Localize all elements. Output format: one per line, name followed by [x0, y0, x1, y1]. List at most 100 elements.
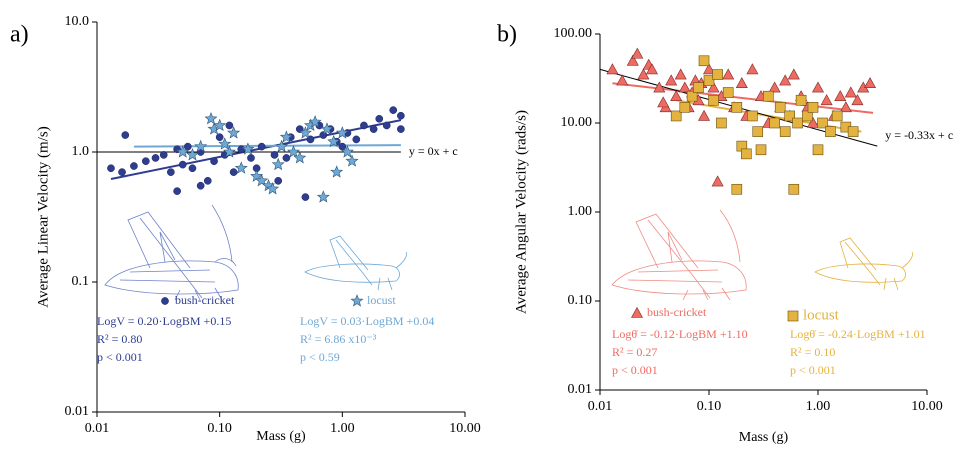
point: [768, 81, 781, 93]
y-tick-label: 1.00: [568, 204, 593, 219]
point: [151, 154, 160, 162]
point: [210, 157, 218, 166]
point: [352, 135, 361, 144]
point: [118, 168, 126, 176]
point: [703, 75, 715, 86]
point: [275, 139, 289, 153]
point: [279, 130, 293, 143]
point: [631, 47, 644, 59]
point: [141, 157, 150, 166]
y-tick-label: 100.00: [554, 26, 593, 41]
fit-line-label: y = 0x + c: [409, 144, 458, 158]
fit-line-label: y = -0.33x + c: [885, 128, 953, 142]
point: [203, 176, 212, 185]
stats-text: p < 0.001: [612, 363, 658, 377]
point: [834, 90, 847, 102]
point: [731, 183, 743, 195]
panel-label: b): [497, 22, 517, 48]
point: [712, 69, 723, 80]
point: [389, 106, 398, 114]
point: [665, 74, 678, 86]
point: [194, 139, 208, 153]
point: [173, 187, 181, 195]
point: [301, 193, 310, 201]
bush-cricket-sketch: [104, 204, 239, 301]
point: [863, 77, 877, 89]
x-tick-label: 0.10: [207, 421, 232, 436]
point: [679, 102, 691, 113]
point: [293, 151, 307, 164]
y-tick-label: 10.00: [561, 115, 593, 130]
point: [338, 142, 347, 151]
point: [397, 111, 405, 120]
point: [241, 142, 255, 155]
point: [159, 151, 168, 159]
point: [287, 145, 300, 158]
point: [722, 87, 734, 98]
point: [188, 164, 197, 173]
point: [702, 63, 716, 75]
legend-label: bush-cricket: [175, 293, 235, 307]
x-tick-label: 1.00: [806, 399, 831, 414]
y-tick-label: 0.10: [568, 293, 593, 308]
point: [375, 114, 384, 123]
point: [686, 90, 698, 102]
point: [167, 168, 175, 176]
stats-text: Logθ̇ = -0.24·LogBM +1.01: [790, 327, 926, 341]
point: [229, 168, 238, 176]
point: [616, 74, 629, 86]
stats-text: R² = 0.27: [612, 345, 657, 359]
point: [731, 102, 743, 113]
point: [698, 109, 711, 121]
point: [204, 111, 218, 125]
x-tick-label: 0.01: [588, 399, 613, 414]
y-axis-label: Average Angular Velocity (rads/s): [513, 110, 529, 314]
point: [708, 94, 719, 106]
series: [107, 106, 405, 201]
point: [678, 81, 691, 93]
point: [130, 162, 138, 170]
y-tick-label: 1.0: [72, 144, 90, 159]
point: [707, 81, 720, 93]
point: [225, 121, 234, 130]
x-tick-label: 0.10: [697, 399, 722, 414]
legend-label: locust: [367, 293, 396, 307]
legend-marker: [161, 297, 169, 305]
stats-text: p < 0.001: [790, 363, 836, 377]
legend-marker: [630, 306, 644, 318]
point: [176, 145, 190, 158]
series: [176, 111, 359, 203]
point: [308, 115, 322, 128]
point: [755, 144, 767, 156]
legend-marker: [787, 310, 799, 322]
point: [787, 68, 800, 80]
x-axis-label: Mass (g): [739, 430, 789, 445]
point: [784, 110, 795, 122]
point: [196, 181, 205, 190]
y-tick-label: 0.01: [568, 382, 593, 397]
point: [257, 142, 266, 151]
point: [218, 137, 232, 150]
y-tick-label: 0.01: [65, 404, 90, 419]
stats-text: p < 0.59: [300, 350, 340, 364]
series: [670, 55, 859, 195]
point: [369, 125, 378, 133]
point: [817, 117, 828, 129]
stats-text: p < 0.001: [97, 350, 143, 364]
point: [674, 68, 687, 80]
y-tick-label: 10.0: [65, 14, 90, 29]
point: [340, 145, 354, 158]
point: [282, 154, 291, 162]
point: [779, 74, 792, 86]
legend-label: bush-cricket: [647, 305, 707, 319]
point: [722, 68, 735, 80]
point: [215, 133, 224, 142]
point: [178, 160, 187, 169]
point: [747, 110, 758, 122]
point: [382, 121, 391, 130]
y-tick-label: 0.1: [72, 274, 90, 289]
point: [183, 142, 192, 151]
point: [316, 190, 330, 203]
point: [716, 117, 727, 129]
point: [763, 90, 774, 102]
